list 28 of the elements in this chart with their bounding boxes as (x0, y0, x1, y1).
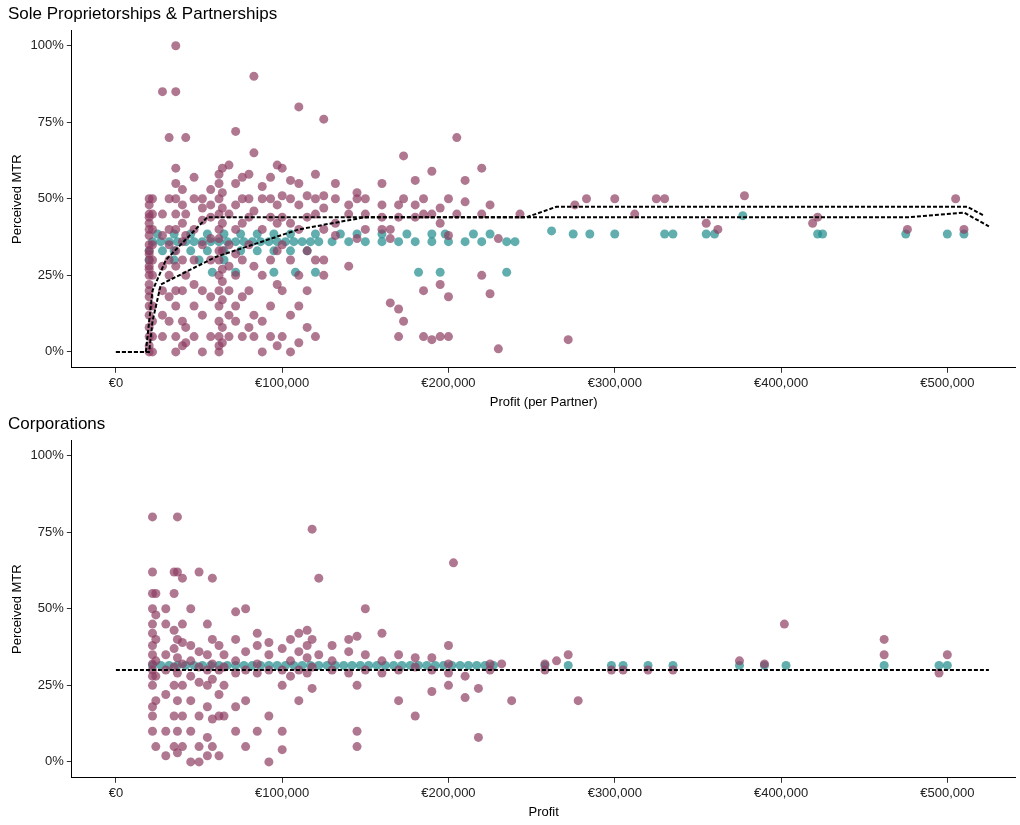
y-tick-label: 0% (45, 343, 65, 359)
y-tick-label: 75% (37, 523, 65, 539)
x-tick-label: €200,000 (421, 785, 476, 801)
x-tick-label: €300,000 (587, 375, 642, 391)
chart-title: Sole Proprietorships & Partnerships (8, 3, 278, 23)
x-tick-label: €100,000 (255, 785, 310, 801)
y-tick-label: 25% (37, 676, 65, 692)
x-tick-label: €0 (108, 785, 124, 801)
y-tick-label: 0% (45, 753, 65, 769)
y-tick-label: 100% (30, 37, 65, 53)
x-tick-label: €500,000 (920, 375, 975, 391)
x-tick-label: €400,000 (753, 785, 809, 801)
y-tick-label: 50% (37, 600, 65, 616)
x-tick-label: €300,000 (587, 785, 642, 801)
y-axis-title: Perceived MTR (9, 564, 25, 654)
x-tick-label: €400,000 (753, 375, 809, 391)
chart-title: Corporations (8, 413, 106, 433)
x-tick-label: €200,000 (421, 375, 476, 391)
y-tick-label: 75% (37, 113, 65, 129)
y-axis-title: Perceived MTR (9, 154, 25, 244)
x-tick-label: €100,000 (255, 375, 310, 391)
y-tick-label: 25% (37, 266, 65, 282)
y-tick-label: 100% (30, 447, 65, 463)
x-tick-label: €0 (108, 375, 124, 391)
x-axis-title: Profit (per Partner) (489, 393, 598, 409)
x-axis-title: Profit (528, 803, 560, 819)
y-tick-label: 50% (37, 190, 65, 206)
x-tick-label: €500,000 (920, 785, 975, 801)
